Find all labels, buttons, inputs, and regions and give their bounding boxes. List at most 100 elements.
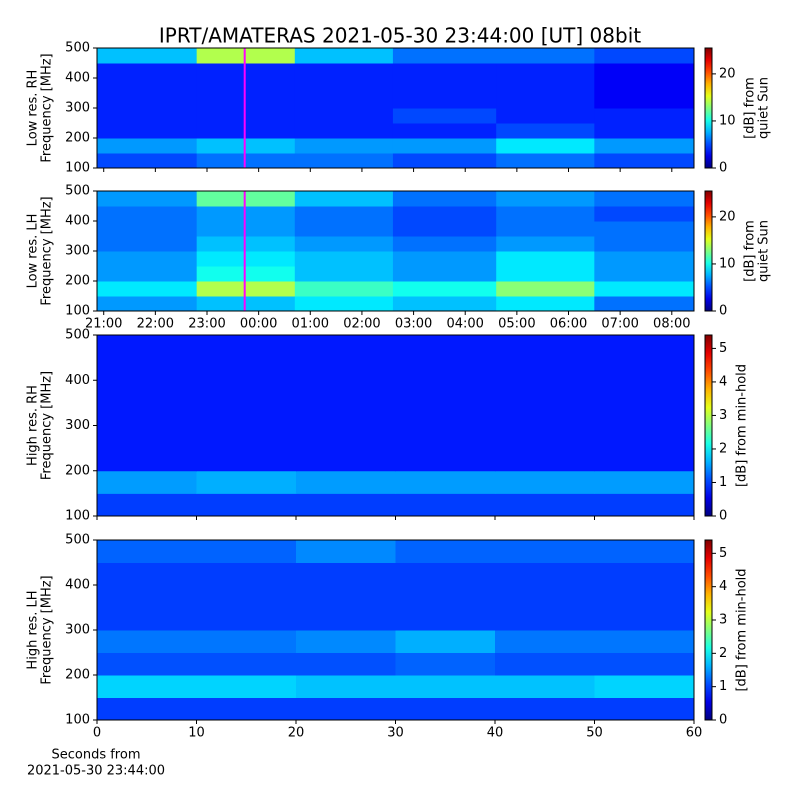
heatmap-cell bbox=[196, 675, 297, 698]
heatmap-cell bbox=[196, 221, 296, 237]
heatmap-cell bbox=[495, 335, 595, 359]
y-tick-label: 500 bbox=[65, 328, 90, 343]
heatmap-cell bbox=[495, 607, 595, 631]
heatmap-cell bbox=[594, 357, 695, 381]
heatmap-cell bbox=[296, 335, 396, 359]
heatmap-cell bbox=[495, 562, 595, 586]
heatmap-cell bbox=[196, 425, 297, 449]
heatmap-cell bbox=[496, 123, 595, 139]
heatmap-cell bbox=[395, 652, 496, 676]
y-tick-label: 300 bbox=[65, 418, 90, 433]
heatmap-cell bbox=[97, 380, 197, 404]
heatmap-cell bbox=[392, 191, 497, 207]
x-tick-label: 0 bbox=[93, 726, 101, 741]
heatmap-cell bbox=[496, 138, 595, 154]
heatmap-cell bbox=[294, 108, 394, 124]
heatmap-cell bbox=[294, 206, 394, 222]
heatmap-cell bbox=[594, 425, 695, 449]
heatmap-cell bbox=[594, 493, 695, 517]
heatmap-cell bbox=[97, 630, 197, 653]
heatmap-cell bbox=[392, 236, 497, 252]
x-tick-label: 23:00 bbox=[188, 317, 225, 332]
heatmap-cell bbox=[294, 138, 394, 154]
heatmap-cell bbox=[97, 470, 197, 494]
heatmap-cell bbox=[496, 296, 595, 312]
y-tick-label: 100 bbox=[65, 161, 90, 176]
heatmap-cell bbox=[392, 48, 497, 64]
colorbar-tick-label: 0 bbox=[719, 713, 727, 728]
heatmap-cell bbox=[296, 448, 396, 472]
colorbar-label: [dB] from bbox=[743, 77, 758, 139]
heatmap-cell bbox=[97, 123, 198, 139]
heatmap-cell bbox=[395, 540, 496, 563]
colorbar-tick-label: 20 bbox=[719, 209, 736, 224]
heatmap-cell bbox=[97, 236, 198, 252]
heatmap-cell bbox=[196, 236, 296, 252]
heatmap-cell bbox=[594, 540, 695, 563]
heatmap-cell bbox=[294, 191, 394, 207]
y-tick-label: 400 bbox=[65, 373, 90, 388]
heatmap-cell bbox=[594, 607, 695, 631]
y-tick-label: 100 bbox=[65, 304, 90, 319]
heatmap-cell bbox=[97, 108, 198, 124]
heatmap-cell bbox=[97, 93, 198, 109]
heatmap-cell bbox=[594, 697, 695, 721]
heatmap-cell bbox=[594, 206, 695, 222]
colorbar-label: [dB] from min-hold bbox=[735, 364, 750, 487]
colorbar-tick-label: 3 bbox=[719, 613, 727, 628]
heatmap-cell bbox=[296, 607, 396, 631]
x-tick-label: 00:00 bbox=[240, 317, 277, 332]
heatmap-cell bbox=[294, 123, 394, 139]
heatmap-cell bbox=[97, 251, 198, 267]
heatmap-cell bbox=[594, 562, 695, 586]
heatmap-cell bbox=[196, 607, 297, 631]
colorbar-tick-label: 2 bbox=[719, 441, 727, 456]
heatmap-cell bbox=[294, 93, 394, 109]
heatmap-cell bbox=[196, 93, 296, 109]
heatmap-cell bbox=[196, 357, 297, 381]
heatmap-cell bbox=[97, 675, 197, 698]
heatmap-cell bbox=[594, 48, 695, 64]
y-tick-label: 400 bbox=[65, 71, 90, 86]
heatmap-cell bbox=[97, 652, 197, 676]
heatmap-cell bbox=[97, 153, 198, 169]
heatmap-cell bbox=[594, 585, 695, 608]
heatmap-cell bbox=[495, 585, 595, 608]
heatmap-cell bbox=[495, 540, 595, 563]
heatmap-cell bbox=[196, 191, 296, 207]
heatmap-cell bbox=[296, 493, 396, 517]
heatmap-cell bbox=[97, 585, 197, 608]
x-tick-label: 22:00 bbox=[137, 317, 174, 332]
x-tick-label: 05:00 bbox=[498, 317, 535, 332]
heatmap-cell bbox=[594, 402, 695, 426]
heatmap-cell bbox=[496, 63, 595, 79]
heatmap-cell bbox=[496, 153, 595, 169]
y-tick-label: 300 bbox=[65, 101, 90, 116]
y-tick-label: 400 bbox=[65, 214, 90, 229]
heatmap-cell bbox=[294, 266, 394, 282]
heatmap-cell bbox=[196, 470, 297, 494]
heatmap-cell bbox=[496, 221, 595, 237]
x-tick-label: 10 bbox=[188, 726, 205, 741]
heatmap-cell bbox=[495, 402, 595, 426]
heatmap-cell bbox=[196, 123, 296, 139]
heatmap-cell bbox=[196, 153, 296, 169]
y-axis-label: Frequency [MHz] bbox=[40, 196, 55, 305]
heatmap-cell bbox=[294, 153, 394, 169]
heatmap-cell bbox=[395, 630, 496, 653]
x-tick-label: 08:00 bbox=[653, 317, 690, 332]
x-tick-label: 20 bbox=[288, 726, 305, 741]
heatmap-cell bbox=[392, 221, 497, 237]
y-tick-label: 200 bbox=[65, 131, 90, 146]
heatmap-cell bbox=[395, 607, 496, 631]
heatmap-cell bbox=[97, 191, 198, 207]
x-tick-label: 40 bbox=[487, 726, 504, 741]
heatmap-cell bbox=[296, 402, 396, 426]
heatmap-cell bbox=[495, 357, 595, 381]
heatmap-cell bbox=[97, 357, 197, 381]
colorbar bbox=[704, 47, 713, 169]
heatmap-cell bbox=[296, 380, 396, 404]
colorbar-label: quiet Sun bbox=[757, 77, 772, 139]
heatmap-cell bbox=[496, 48, 595, 64]
